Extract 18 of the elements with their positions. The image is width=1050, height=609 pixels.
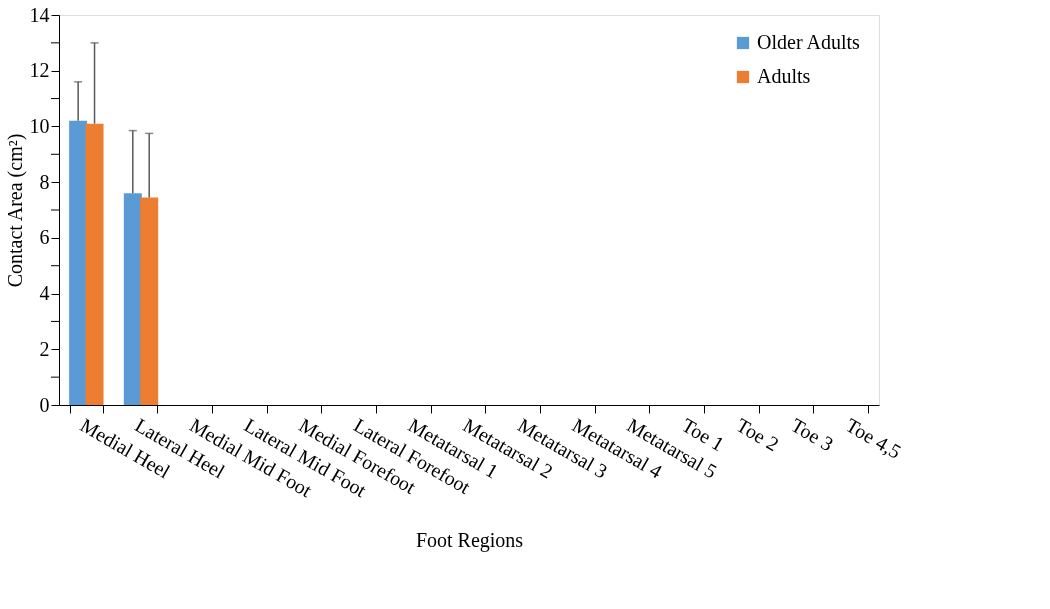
y-tick-label: 2 xyxy=(39,337,50,360)
y-tick-label: 0 xyxy=(39,393,50,416)
y-axis-title: Contact Area (cm²) xyxy=(3,133,27,288)
y-tick-label: 12 xyxy=(29,59,50,82)
x-axis-title: Foot Regions xyxy=(415,529,524,553)
bar xyxy=(85,123,104,405)
legend-label: Older Adults xyxy=(757,31,860,53)
y-tick-label: 4 xyxy=(39,282,50,305)
bar xyxy=(69,120,88,405)
x-tick-label: Toe 3 xyxy=(787,413,838,456)
y-tick-label: 6 xyxy=(39,226,50,249)
y-tick-label: 10 xyxy=(29,114,50,137)
x-tick-label: Toe 2 xyxy=(732,413,783,456)
bar xyxy=(140,197,159,405)
x-tick-label: Toe 4,5 xyxy=(842,413,905,463)
y-tick-label: 14 xyxy=(29,3,50,26)
legend-label: Adults xyxy=(757,65,811,87)
y-tick-label: 8 xyxy=(39,170,50,193)
